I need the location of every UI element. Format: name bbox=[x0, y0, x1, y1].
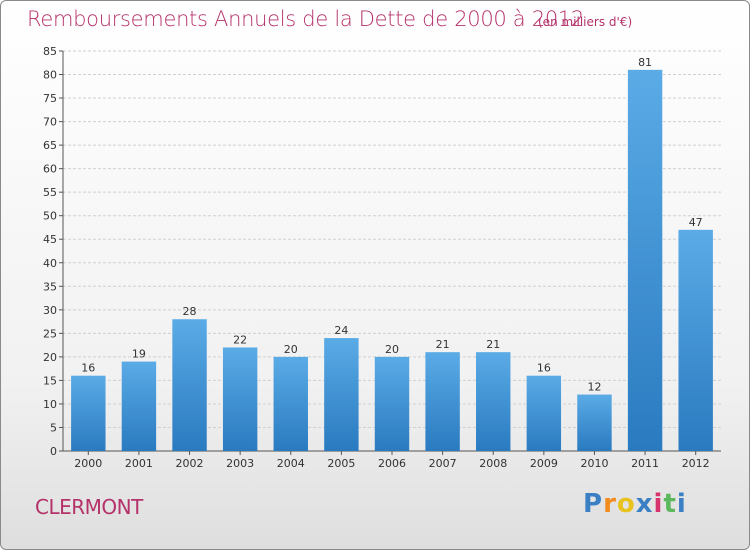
y-tick-label: 85 bbox=[43, 45, 57, 58]
logo-letter: r bbox=[603, 489, 617, 519]
y-tick-label: 45 bbox=[43, 233, 57, 246]
bar bbox=[526, 375, 562, 451]
bar bbox=[577, 394, 612, 451]
bar bbox=[324, 338, 359, 451]
x-tick-label: 2004 bbox=[277, 457, 305, 470]
chart-title: Remboursements Annuels de la Dette de 20… bbox=[27, 7, 584, 31]
y-tick-label: 0 bbox=[50, 445, 57, 458]
value-label: 16 bbox=[81, 362, 95, 375]
y-tick-label: 60 bbox=[43, 163, 57, 176]
bars bbox=[71, 69, 713, 451]
bar bbox=[71, 375, 106, 451]
proxiti-logo: Proxiti bbox=[583, 489, 687, 519]
value-label: 81 bbox=[638, 56, 652, 69]
value-label: 47 bbox=[689, 216, 703, 229]
logo-letter: o bbox=[616, 489, 636, 519]
logo-letter: P bbox=[583, 489, 604, 519]
value-label: 24 bbox=[334, 324, 348, 337]
logo-letter: i bbox=[676, 489, 687, 519]
bar bbox=[425, 352, 460, 451]
y-tick-label: 10 bbox=[43, 398, 57, 411]
y-tick-label: 75 bbox=[43, 92, 57, 105]
x-tick-label: 2006 bbox=[378, 457, 406, 470]
y-tick-label: 35 bbox=[43, 280, 57, 293]
x-tick-label: 2002 bbox=[176, 457, 204, 470]
bar bbox=[121, 361, 157, 451]
logo-letter: x bbox=[635, 489, 654, 519]
bar bbox=[476, 352, 511, 451]
y-tick-label: 25 bbox=[43, 327, 57, 340]
value-label: 20 bbox=[284, 343, 298, 356]
bar bbox=[678, 229, 713, 451]
value-label: 21 bbox=[436, 338, 450, 351]
y-tick-label: 70 bbox=[43, 116, 57, 129]
value-label: 20 bbox=[385, 343, 399, 356]
bar bbox=[627, 69, 663, 451]
logo-letter: i bbox=[653, 489, 664, 519]
y-tick-label: 40 bbox=[43, 257, 57, 270]
x-tick-label: 2012 bbox=[682, 457, 710, 470]
y-tick-label: 80 bbox=[43, 69, 57, 82]
bar bbox=[172, 319, 207, 451]
chart-unit: (en milliers d'€) bbox=[538, 15, 633, 29]
x-tick-label: 2010 bbox=[580, 457, 608, 470]
x-tick-label: 2009 bbox=[530, 457, 558, 470]
logo-letter: t bbox=[663, 489, 677, 519]
x-tick-label: 2011 bbox=[631, 457, 659, 470]
value-label: 16 bbox=[537, 362, 551, 375]
x-tick-label: 2001 bbox=[125, 457, 153, 470]
axes: 0 5 10 15 20 25 30 35 40 45 50 55 60 65 70 75 80 85 2000 20… bbox=[43, 45, 721, 470]
x-tick-label: 2007 bbox=[429, 457, 457, 470]
x-tick-label: 2008 bbox=[479, 457, 507, 470]
value-label: 19 bbox=[132, 348, 146, 361]
bar bbox=[222, 347, 258, 451]
value-label: 28 bbox=[183, 305, 197, 318]
x-tick-label: 2000 bbox=[74, 457, 102, 470]
y-tick-label: 20 bbox=[43, 351, 57, 364]
town-name: CLERMONT bbox=[35, 495, 143, 519]
y-tick-label: 55 bbox=[43, 186, 57, 199]
value-label: 22 bbox=[233, 333, 247, 346]
y-tick-label: 5 bbox=[50, 421, 57, 434]
y-tick-label: 30 bbox=[43, 304, 57, 317]
x-tick-label: 2003 bbox=[226, 457, 254, 470]
y-tick-label: 50 bbox=[43, 210, 57, 223]
value-labels: 16 19 28 22 20 24 20 21 21 16 12 81 47 bbox=[81, 56, 702, 394]
bar bbox=[374, 356, 410, 451]
value-label: 21 bbox=[486, 338, 500, 351]
y-tick-label: 65 bbox=[43, 139, 57, 152]
x-tick-label: 2005 bbox=[327, 457, 355, 470]
bar bbox=[273, 356, 308, 451]
value-label: 12 bbox=[587, 381, 601, 394]
y-tick-label: 15 bbox=[43, 374, 57, 387]
